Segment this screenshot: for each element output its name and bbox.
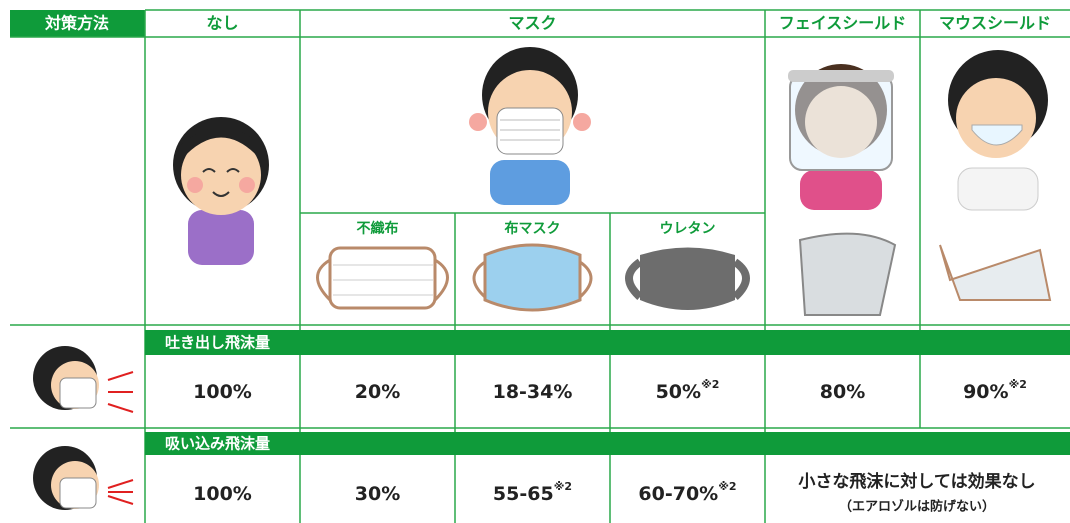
mask-type: 不織布: [357, 220, 399, 237]
profile-inhale: [33, 446, 134, 510]
header-column: マウスシールド: [939, 14, 1051, 33]
mask-type: ウレタン: [660, 221, 716, 237]
value-note: ※2: [1009, 378, 1027, 391]
value: 90%※2: [963, 378, 1027, 403]
value-text: 100%: [193, 381, 252, 403]
illustrations: [33, 47, 1052, 510]
value: 100%: [193, 483, 252, 505]
header-column: なし: [206, 14, 238, 33]
value-text: 55-65: [493, 483, 554, 505]
merged-note: 小さな飛沫に対しては効果なし: [798, 471, 1035, 492]
value-text: 60-70%: [638, 483, 718, 505]
value-text: 80%: [820, 381, 865, 403]
value-text: 30%: [355, 483, 400, 505]
value: 60-70%※2: [638, 480, 736, 505]
mask-type: 布マスク: [505, 220, 561, 237]
merged-note-sub: （エアロゾルは防げない）: [839, 499, 995, 515]
value-note: ※2: [718, 480, 736, 493]
person-mask: [469, 47, 591, 205]
value: 100%: [193, 381, 252, 403]
table-grid: [10, 9, 1070, 523]
person-none: [173, 117, 269, 265]
value: 80%: [820, 381, 865, 403]
value-text: 20%: [355, 381, 400, 403]
header-label: 対策方法: [44, 14, 109, 33]
value-note: ※2: [554, 480, 572, 493]
value-text: 100%: [193, 483, 252, 505]
profile-exhale: [33, 346, 134, 413]
value-text: 90%: [963, 381, 1008, 403]
value-text: 18-34%: [493, 381, 573, 403]
value: 55-65※2: [493, 480, 572, 505]
section-title: 吐き出し飛沫量: [165, 334, 270, 352]
value-note: ※2: [701, 378, 719, 391]
value: 20%: [355, 381, 400, 403]
header-column: マスク: [508, 14, 556, 33]
value: 30%: [355, 483, 400, 505]
person-face-shield: [788, 64, 894, 210]
person-mouth-shield: [948, 50, 1048, 211]
value: 18-34%: [493, 381, 573, 403]
section-title: 吸い込み飛沫量: [165, 435, 270, 453]
value: 50%※2: [656, 378, 720, 403]
mask-icons: [316, 232, 1052, 316]
value-text: 50%: [656, 381, 701, 403]
header-column: フェイスシールド: [779, 14, 907, 33]
